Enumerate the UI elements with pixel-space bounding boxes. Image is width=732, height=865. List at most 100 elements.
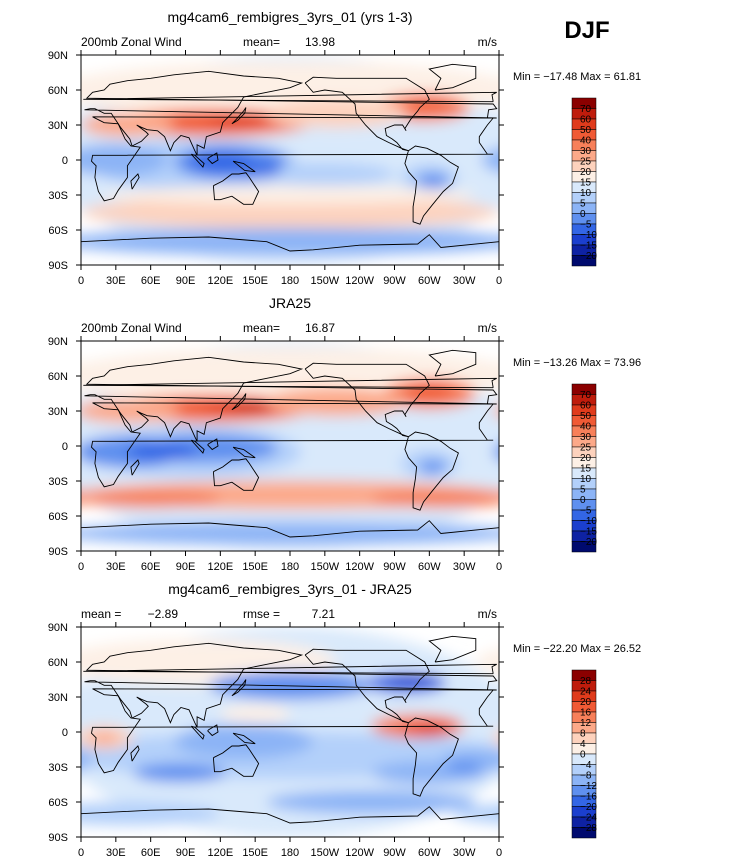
colorbar-label: −20 (580, 251, 597, 262)
x-tick-label: 30E (106, 275, 126, 287)
colorbar-label: 12 (580, 718, 592, 729)
coastline (83, 377, 497, 389)
colorbar-label: −5 (580, 506, 592, 517)
min-max-label: Min = −13.26 Max = 73.96 (513, 357, 641, 369)
colorbar-label: 40 (580, 136, 592, 147)
colorbar-label: 10 (580, 474, 592, 485)
field-patch-wrap (81, 77, 105, 103)
x-tick-label: 180 (281, 847, 299, 859)
y-tick-label: 0 (62, 155, 68, 167)
coastline (84, 70, 498, 156)
variable-label: 200mb Zonal Wind (81, 35, 182, 49)
coastline (428, 63, 477, 91)
y-tick-label: 60N (48, 85, 68, 97)
coastline (91, 116, 495, 202)
x-tick-label: 60E (141, 561, 161, 573)
field-patch-wrap (81, 490, 93, 500)
colorbar-label: −28 (580, 823, 597, 834)
x-tick-label: 0 (78, 561, 84, 573)
y-tick-label: 60N (48, 657, 68, 669)
field-patch-wrap (475, 235, 499, 248)
field-patch-wrap (81, 752, 93, 770)
field-patch-wrap (487, 490, 499, 500)
coastline (212, 458, 260, 491)
panel-2: JRA25 200mb Zonal Wind mean= 16.87 m/s 0 30E 60… (48, 295, 641, 573)
x-tick-label: 120E (207, 561, 233, 573)
field-patch (266, 790, 476, 814)
coastline (91, 402, 495, 488)
coastlines (81, 63, 499, 252)
units-label: m/s (478, 35, 497, 49)
x-tick-label: 30W (453, 275, 476, 287)
x-tick-label: 0 (78, 847, 84, 859)
coastline (207, 724, 219, 737)
colorbar-label: 15 (580, 464, 592, 475)
field-patch-wrap (81, 493, 93, 504)
coastline (231, 679, 247, 697)
coastline (207, 152, 219, 165)
panel-title: mg4cam6_rembigres_3yrs_01 (yrs 1-3) (167, 9, 412, 25)
x-tick-label: 0 (78, 275, 84, 287)
coastlines (81, 635, 499, 824)
field-patch (133, 763, 227, 783)
x-tick-label: 120E (207, 275, 233, 287)
x-tick-label: 120W (345, 847, 374, 859)
colorbar-label: −8 (580, 771, 592, 782)
field-patch (127, 442, 198, 462)
y-tick-label: 90S (48, 832, 68, 844)
field (81, 627, 499, 837)
field-patch-wrap (475, 745, 499, 766)
colorbar-label: 4 (580, 739, 586, 750)
y-tick-label: 30N (48, 692, 68, 704)
y-tick-label: 90S (48, 546, 68, 558)
mean-label: mean= (243, 321, 280, 335)
colorbar-label: 70 (580, 390, 592, 401)
colorbar-label: 25 (580, 443, 592, 454)
colorbar-swatch (571, 827, 597, 839)
mean-value: 13.98 (305, 35, 335, 49)
colorbar-label: 0 (580, 750, 586, 761)
x-tick-label: 150E (242, 561, 268, 573)
field-patch-wrap (81, 528, 105, 539)
field-patch (208, 115, 267, 128)
field-patch (81, 489, 221, 508)
coastline (404, 431, 459, 511)
field-patch-wrap (493, 730, 499, 745)
y-tick-label: 60S (48, 225, 68, 237)
coastline (81, 806, 499, 824)
colorbar-label: 40 (580, 422, 592, 433)
x-tick-label: 60E (141, 847, 161, 859)
field-patch (240, 162, 282, 177)
colorbar-label: 15 (580, 178, 592, 189)
x-tick-label: 30W (453, 561, 476, 573)
coastline (428, 635, 477, 663)
x-tick-label: 150W (310, 275, 339, 287)
colorbar-label: 20 (580, 167, 592, 178)
x-tick-label: 150E (242, 275, 268, 287)
coastline (130, 745, 140, 762)
field-patch (81, 196, 499, 229)
coastline (207, 438, 219, 451)
field-patch (266, 387, 407, 416)
colorbar-swatch (571, 255, 597, 267)
coastline (231, 393, 247, 411)
x-tick-label: 150W (310, 847, 339, 859)
colorbar-label: −12 (580, 781, 597, 792)
colorbar-label: 20 (580, 697, 592, 708)
x-tick-label: 0 (496, 847, 502, 859)
coastline (428, 349, 477, 377)
field-patch (187, 151, 253, 173)
colorbar-swatch (571, 541, 597, 553)
colorbar-label: −10 (580, 516, 597, 527)
x-tick-label: 90E (176, 561, 196, 573)
mean-value: 16.87 (305, 321, 335, 335)
x-tick-label: 60W (418, 275, 441, 287)
field-patch (403, 381, 455, 399)
field-patch (81, 227, 499, 256)
colorbar-label: −4 (580, 760, 592, 771)
season-label: DJF (564, 17, 609, 44)
y-tick-label: 0 (62, 727, 68, 739)
x-tick-label: 120W (345, 275, 374, 287)
